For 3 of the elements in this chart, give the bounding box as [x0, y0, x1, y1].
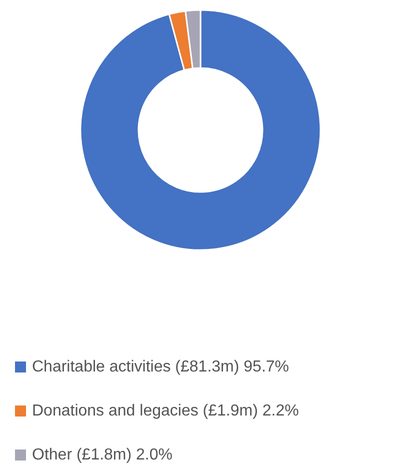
legend-label: Charitable activities (£81.3m) 95.7%	[32, 358, 290, 376]
legend-label: Other (£1.8m) 2.0%	[32, 446, 172, 464]
legend-label: Donations and legacies (£1.9m) 2.2%	[32, 402, 299, 420]
